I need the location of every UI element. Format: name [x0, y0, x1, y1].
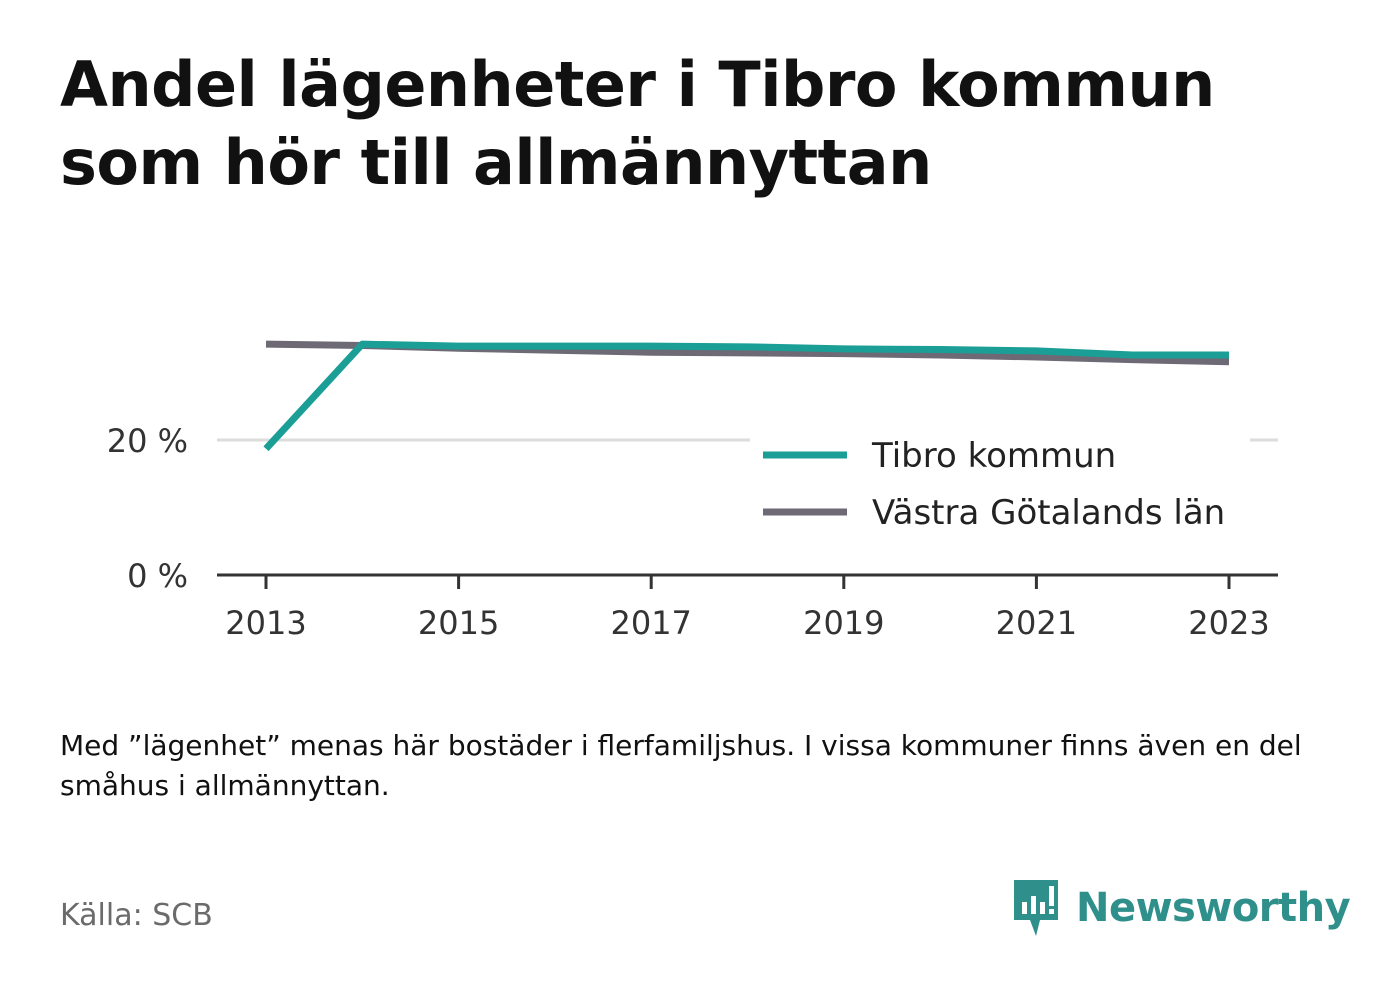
line-chart: Tibro kommun Västra Götalands län 0 % 20 %…	[107, 340, 1278, 642]
legend: Tibro kommun Västra Götalands län	[750, 432, 1250, 540]
axes	[217, 573, 1278, 589]
newsworthy-logo-icon	[1014, 880, 1058, 936]
legend-label: Västra Götalands län	[872, 493, 1225, 533]
legend-background	[750, 432, 1250, 540]
source-label: Källa: SCB	[60, 898, 213, 933]
brand-name: Newsworthy	[1076, 885, 1351, 931]
brand-logo[interactable]: Newsworthy	[1010, 876, 1351, 940]
series-lines	[263, 340, 1230, 452]
legend-label: Tibro kommun	[871, 436, 1116, 476]
footnote: Med ”lägenhet” menas här bostäder i fler…	[60, 729, 1302, 802]
y-tick-label: 0 %	[127, 557, 188, 595]
x-tick-label: 2021	[996, 604, 1077, 642]
x-tick-label: 2023	[1188, 604, 1269, 642]
x-axis-tick-labels: 2013 2015 2017 2019 2021 2023	[225, 604, 1269, 642]
chart-title: Andel lägenheter i Tibro kommun som hör …	[60, 48, 1215, 199]
y-axis-tick-labels: 0 % 20 %	[107, 422, 188, 595]
x-tick-label: 2019	[803, 604, 884, 642]
series-line	[263, 340, 1229, 452]
x-tick-label: 2017	[610, 604, 691, 642]
x-tick-label: 2015	[418, 604, 499, 642]
y-tick-label: 20 %	[107, 422, 188, 460]
x-tick-label: 2013	[225, 604, 306, 642]
